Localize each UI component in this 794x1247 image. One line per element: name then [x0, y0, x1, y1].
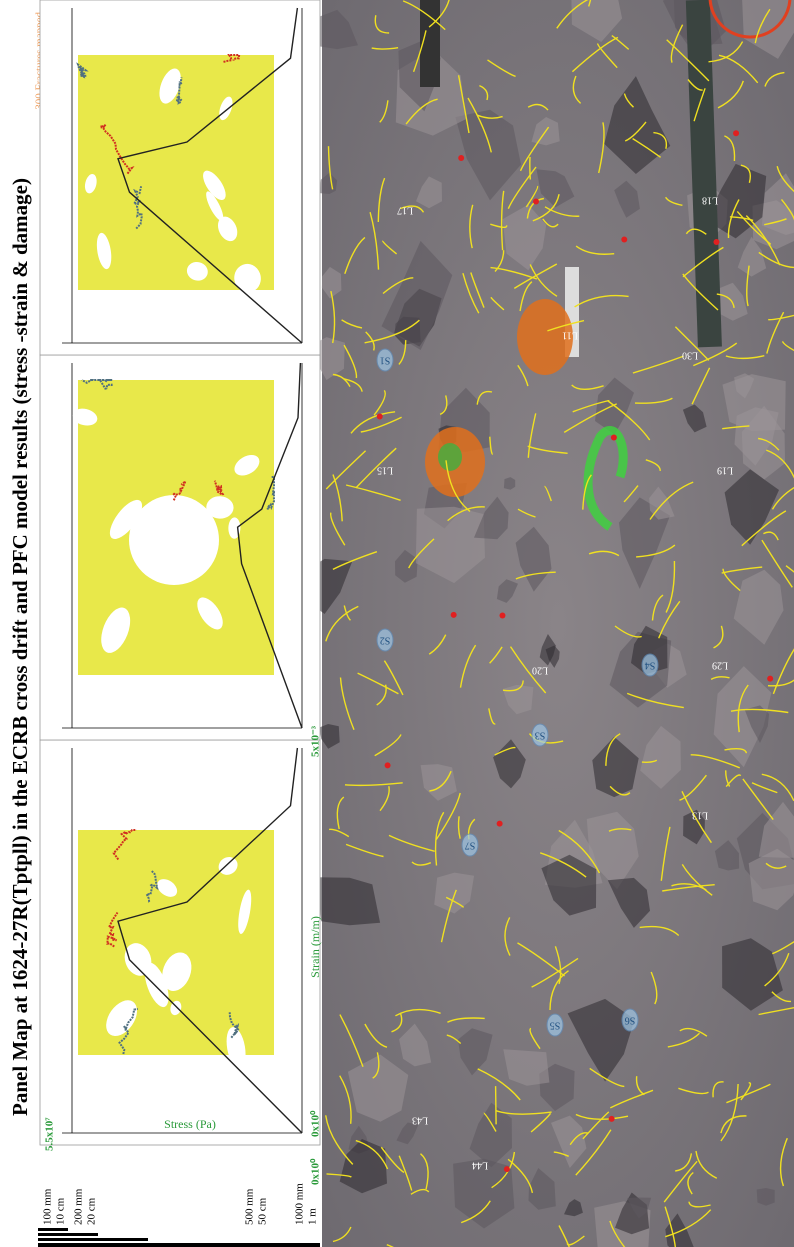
- red-marker: [609, 1116, 615, 1122]
- photo-label: L19: [717, 465, 733, 476]
- red-marker: [533, 199, 539, 205]
- photo-label: L20: [532, 665, 548, 676]
- photo-label: L15: [377, 465, 393, 476]
- red-marker: [621, 236, 627, 242]
- rock-patch: [504, 477, 515, 490]
- red-marker: [385, 762, 391, 768]
- photo-label: S7: [465, 840, 476, 851]
- scale-line: [38, 1243, 320, 1247]
- green-paint: [438, 443, 462, 471]
- photo-label: L29: [712, 660, 728, 671]
- red-marker: [504, 1166, 510, 1172]
- photo-label: L17: [397, 205, 413, 216]
- red-marker: [611, 435, 617, 441]
- photo-label: S5: [550, 1020, 561, 1031]
- photo-label: S3: [535, 730, 546, 741]
- red-marker: [733, 130, 739, 136]
- red-marker: [377, 413, 383, 419]
- photo-label: L30: [682, 350, 698, 361]
- red-marker: [499, 612, 505, 618]
- red-marker: [451, 612, 457, 618]
- scale-label: 1000 mm: [294, 1183, 306, 1225]
- photo-label: L11: [562, 330, 578, 341]
- scale-line: [38, 1228, 68, 1231]
- photo-label: L44: [472, 1160, 488, 1171]
- red-marker: [497, 821, 503, 827]
- y-bottom-label: 0x10⁰: [310, 1158, 322, 1185]
- photo-label: S1: [380, 355, 391, 366]
- scale-label: 10 cm: [55, 1197, 67, 1225]
- y-top-label: 5.5x10⁷: [44, 1117, 56, 1151]
- model-panels: 5.5x10⁷ 0x10⁰ 0x10⁰ 5x10⁻³ Strain (m/m) Stres…: [40, 0, 322, 1185]
- y-axis-label: Stress (Pa): [164, 1117, 216, 1131]
- photo-label: L13: [692, 810, 708, 821]
- rock-patch: [757, 1188, 775, 1206]
- photo-label: S6: [625, 1015, 636, 1026]
- red-marker: [458, 155, 464, 161]
- figure: Panel Map at 1624-27R(Tptpll) in the ECR…: [0, 0, 794, 1247]
- x-left-label: 0x10⁰: [310, 1110, 322, 1137]
- rock-patch: [317, 877, 380, 925]
- photo-label: S2: [380, 635, 391, 646]
- scale-label: 200 mm: [73, 1188, 85, 1225]
- scale-label: 100 mm: [42, 1188, 54, 1225]
- photo-label: L18: [702, 195, 718, 206]
- scale-line: [38, 1233, 98, 1236]
- photo-label: L43: [412, 1115, 428, 1126]
- fracture: [496, 1086, 497, 1124]
- x-axis-label: Strain (m/m): [308, 916, 322, 978]
- figure-canvas: Panel Map at 1624-27R(Tptpll) in the ECR…: [0, 0, 794, 1247]
- scale-label: 500 mm: [244, 1188, 256, 1225]
- scale-label: 20 cm: [86, 1197, 98, 1225]
- scale-line: [38, 1238, 148, 1241]
- scale-label: 50 cm: [257, 1197, 269, 1225]
- title: Panel Map at 1624-27R(Tptpll) in the ECR…: [8, 178, 32, 1116]
- red-marker: [767, 676, 773, 682]
- scale-label: 1 m: [307, 1208, 319, 1225]
- page: Panel Map at 1624-27R(Tptpll) in the ECR…: [0, 0, 794, 1247]
- red-marker: [713, 239, 719, 245]
- photo-label: S4: [645, 660, 656, 671]
- x-right-label: 5x10⁻³: [310, 725, 322, 757]
